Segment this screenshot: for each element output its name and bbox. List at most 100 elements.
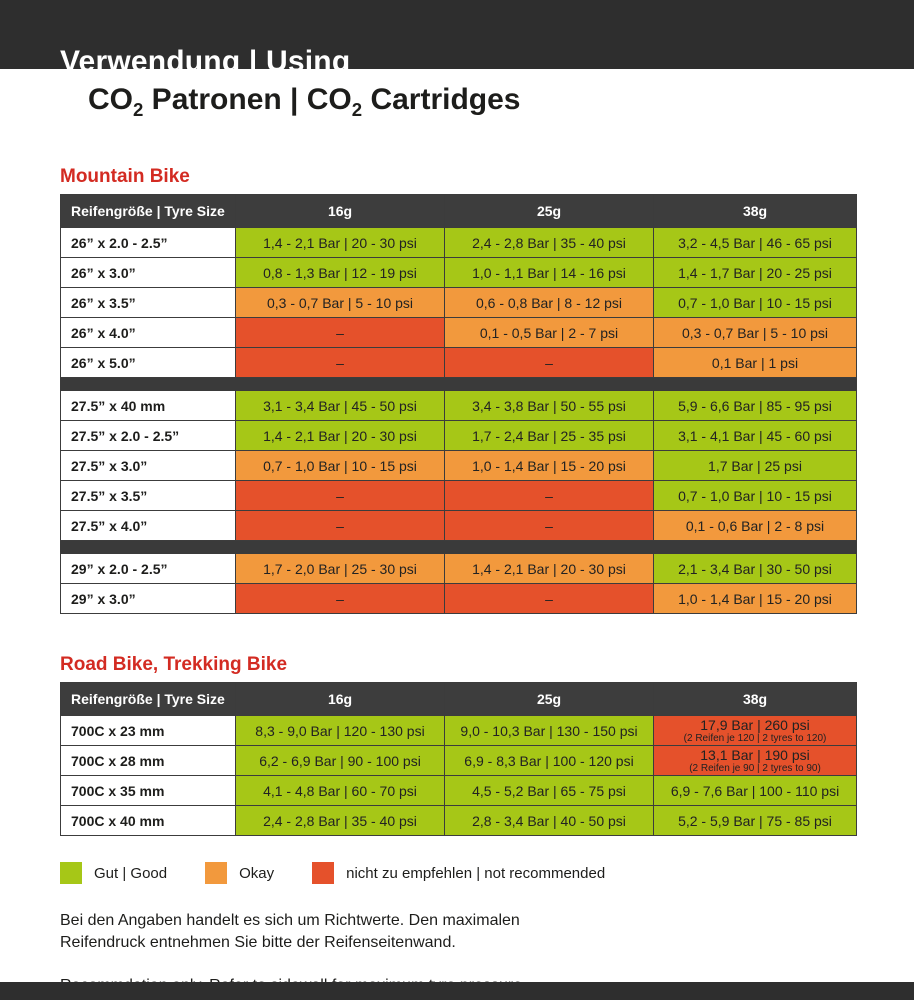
pressure-cell-bad: 13,1 Bar | 190 psi (2 Reifen je 90 | 2 ty…: [653, 745, 857, 776]
pressure-value: –: [336, 324, 344, 341]
pressure-value: 6,2 - 6,9 Bar | 90 - 100 psi: [259, 752, 421, 769]
pressure-value: 2,4 - 2,8 Bar | 35 - 40 psi: [263, 812, 417, 829]
group-separator: [60, 540, 857, 554]
subtitle-subscript: 2: [351, 99, 363, 120]
pressure-cell-good: 1,7 - 2,4 Bar | 25 - 35 psi: [444, 420, 654, 451]
pressure-cell-bad: –: [444, 347, 654, 378]
legend-item: Okay: [205, 862, 274, 884]
table-row: 700C x 35 mm 4,1 - 4,8 Bar | 60 - 70 psi 4…: [60, 775, 857, 806]
pressure-cell-okay: 1,7 - 2,0 Bar | 25 - 30 psi: [235, 553, 445, 584]
pressure-cell-bad: –: [235, 510, 445, 541]
pressure-cell-bad: –: [444, 510, 654, 541]
pressure-value-note: (2 Reifen je 90 | 2 tyres to 90): [689, 763, 821, 774]
tyre-size-label: 29” x 3.0”: [60, 583, 236, 614]
table-row: 26” x 3.0” 0,8 - 1,3 Bar | 12 - 19 psi 1,0…: [60, 257, 857, 288]
pressure-value: –: [336, 487, 344, 504]
pressure-value: 4,5 - 5,2 Bar | 65 - 75 psi: [472, 782, 626, 799]
pressure-cell-good: 3,2 - 4,5 Bar | 46 - 65 psi: [653, 227, 857, 258]
pressure-value: 0,7 - 1,0 Bar | 10 - 15 psi: [678, 294, 832, 311]
pressure-value: 0,3 - 0,7 Bar | 5 - 10 psi: [681, 324, 829, 341]
pressure-cell-okay: 1,0 - 1,4 Bar | 15 - 20 psi: [653, 583, 857, 614]
subtitle-text: Patronen | CO: [143, 83, 352, 116]
pressure-value: 8,3 - 9,0 Bar | 120 - 130 psi: [255, 722, 425, 739]
pressure-cell-bad: –: [235, 317, 445, 348]
pressure-value: 1,4 - 1,7 Bar | 20 - 25 psi: [678, 264, 832, 281]
pressure-value-note: (2 Reifen je 120 | 2 tyres to 120): [683, 733, 827, 744]
road-bike-table: Reifengröße | Tyre Size 16g 25g 38g 700C x 2…: [60, 682, 857, 836]
pressure-cell-good: 0,8 - 1,3 Bar | 12 - 19 psi: [235, 257, 445, 288]
page-subtitle: CO2 Patronen | CO2 Cartridges: [88, 83, 914, 119]
tyre-size-label: 700C x 28 mm: [60, 745, 236, 776]
pressure-value: 3,4 - 3,8 Bar | 50 - 55 psi: [472, 397, 626, 414]
bottom-footer-bar: [0, 982, 914, 1000]
pressure-cell-good: 1,0 - 1,1 Bar | 14 - 16 psi: [444, 257, 654, 288]
pressure-cell-good: 1,7 Bar | 25 psi: [653, 450, 857, 481]
pressure-cell-okay: 0,7 - 1,0 Bar | 10 - 15 psi: [235, 450, 445, 481]
tyre-size-label: 27.5” x 2.0 - 2.5”: [60, 420, 236, 451]
table-row: 26” x 4.0” – 0,1 - 0,5 Bar | 2 - 7 psi 0,3 …: [60, 317, 857, 348]
group-separator: [60, 377, 857, 391]
pressure-cell-good: 2,4 - 2,8 Bar | 35 - 40 psi: [235, 805, 445, 836]
pressure-cell-good: 3,4 - 3,8 Bar | 50 - 55 psi: [444, 390, 654, 421]
pressure-cell-okay: 0,6 - 0,8 Bar | 8 - 12 psi: [444, 287, 654, 318]
pressure-cell-okay: 1,4 - 2,1 Bar | 20 - 30 psi: [444, 553, 654, 584]
pressure-value: 9,0 - 10,3 Bar | 130 - 150 psi: [460, 722, 638, 739]
subtitle-text: Cartridges: [362, 83, 521, 116]
tyre-size-label: 27.5” x 3.0”: [60, 450, 236, 481]
pressure-value: 1,7 - 2,4 Bar | 25 - 35 psi: [472, 427, 626, 444]
pressure-cell-good: 2,1 - 3,4 Bar | 30 - 50 psi: [653, 553, 857, 584]
tyre-size-label: 26” x 5.0”: [60, 347, 236, 378]
pressure-value: 0,8 - 1,3 Bar | 12 - 19 psi: [263, 264, 417, 281]
pressure-cell-bad: –: [235, 347, 445, 378]
pressure-cell-good: 4,5 - 5,2 Bar | 65 - 75 psi: [444, 775, 654, 806]
tyre-size-label: 29” x 2.0 - 2.5”: [60, 553, 236, 584]
subtitle-text: CO: [88, 83, 133, 116]
legend-swatch-okay: [205, 862, 228, 884]
tyre-size-label: 27.5” x 40 mm: [60, 390, 236, 421]
pressure-value: 3,2 - 4,5 Bar | 46 - 65 psi: [678, 234, 832, 251]
pressure-cell-good: 9,0 - 10,3 Bar | 130 - 150 psi: [444, 715, 654, 746]
pressure-value: 6,9 - 8,3 Bar | 100 - 120 psi: [464, 752, 634, 769]
tyre-size-label: 26” x 2.0 - 2.5”: [60, 227, 236, 258]
table-row: 29” x 2.0 - 2.5” 1,7 - 2,0 Bar | 25 - 30 …: [60, 553, 857, 584]
pressure-cell-bad: –: [444, 583, 654, 614]
note-german: Bei den Angaben handelt es sich um Richt…: [60, 912, 520, 951]
tyre-size-label: 26” x 3.5”: [60, 287, 236, 318]
pressure-value: 0,1 Bar | 1 psi: [711, 354, 799, 371]
pressure-value: 6,9 - 7,6 Bar | 100 - 110 psi: [670, 782, 840, 799]
section-title-mountain-bike: Mountain Bike: [60, 166, 190, 187]
pressure-cell-okay: 0,3 - 0,7 Bar | 5 - 10 psi: [653, 317, 857, 348]
pressure-value: 0,7 - 1,0 Bar | 10 - 15 psi: [263, 457, 417, 474]
legend-item: Gut | Good: [60, 862, 167, 884]
pressure-value: 1,7 Bar | 25 psi: [708, 457, 802, 474]
table-row: 700C x 23 mm 8,3 - 9,0 Bar | 120 - 130 ps…: [60, 715, 857, 746]
pressure-value: 5,9 - 6,6 Bar | 85 - 95 psi: [678, 397, 832, 414]
pressure-cell-good: 1,4 - 1,7 Bar | 20 - 25 psi: [653, 257, 857, 288]
pressure-value: –: [545, 487, 553, 504]
top-header-bar: Verwendung | Using: [0, 0, 914, 69]
legend-label: nicht zu empfehlen | not recommended: [346, 864, 606, 882]
legend-swatch-bad: [312, 862, 335, 884]
pressure-value: –: [336, 517, 344, 534]
pressure-cell-bad: 17,9 Bar | 260 psi (2 Reifen je 120 | 2 t…: [653, 715, 857, 746]
table-row: 26” x 3.5” 0,3 - 0,7 Bar | 5 - 10 psi 0,6 …: [60, 287, 857, 318]
pressure-cell-good: 0,7 - 1,0 Bar | 10 - 15 psi: [653, 287, 857, 318]
pressure-value: 1,0 - 1,4 Bar | 15 - 20 psi: [472, 457, 626, 474]
pressure-cell-good: 8,3 - 9,0 Bar | 120 - 130 psi: [235, 715, 445, 746]
table-header-row: Reifengröße | Tyre Size 16g 25g 38g: [60, 194, 857, 228]
table-row: 27.5” x 4.0” – – 0,1 - 0,6 Bar | 2 - 8 psi: [60, 510, 857, 541]
section-title-road-bike: Road Bike, Trekking Bike: [60, 654, 288, 675]
pressure-cell-okay: 0,1 Bar | 1 psi: [653, 347, 857, 378]
pressure-value: 13,1 Bar | 190 psi: [700, 747, 810, 763]
pressure-cell-okay: 0,1 - 0,5 Bar | 2 - 7 psi: [444, 317, 654, 348]
pressure-value: 2,4 - 2,8 Bar | 35 - 40 psi: [472, 234, 626, 251]
tyre-size-label: 26” x 3.0”: [60, 257, 236, 288]
pressure-value: –: [545, 517, 553, 534]
pressure-value: 1,4 - 2,1 Bar | 20 - 30 psi: [472, 560, 626, 577]
tyre-size-label: 700C x 35 mm: [60, 775, 236, 806]
pressure-value: 0,1 - 0,6 Bar | 2 - 8 psi: [685, 517, 825, 534]
pressure-value: 1,7 - 2,0 Bar | 25 - 30 psi: [263, 560, 417, 577]
column-header: 38g: [653, 194, 857, 228]
pressure-value: –: [545, 354, 553, 371]
